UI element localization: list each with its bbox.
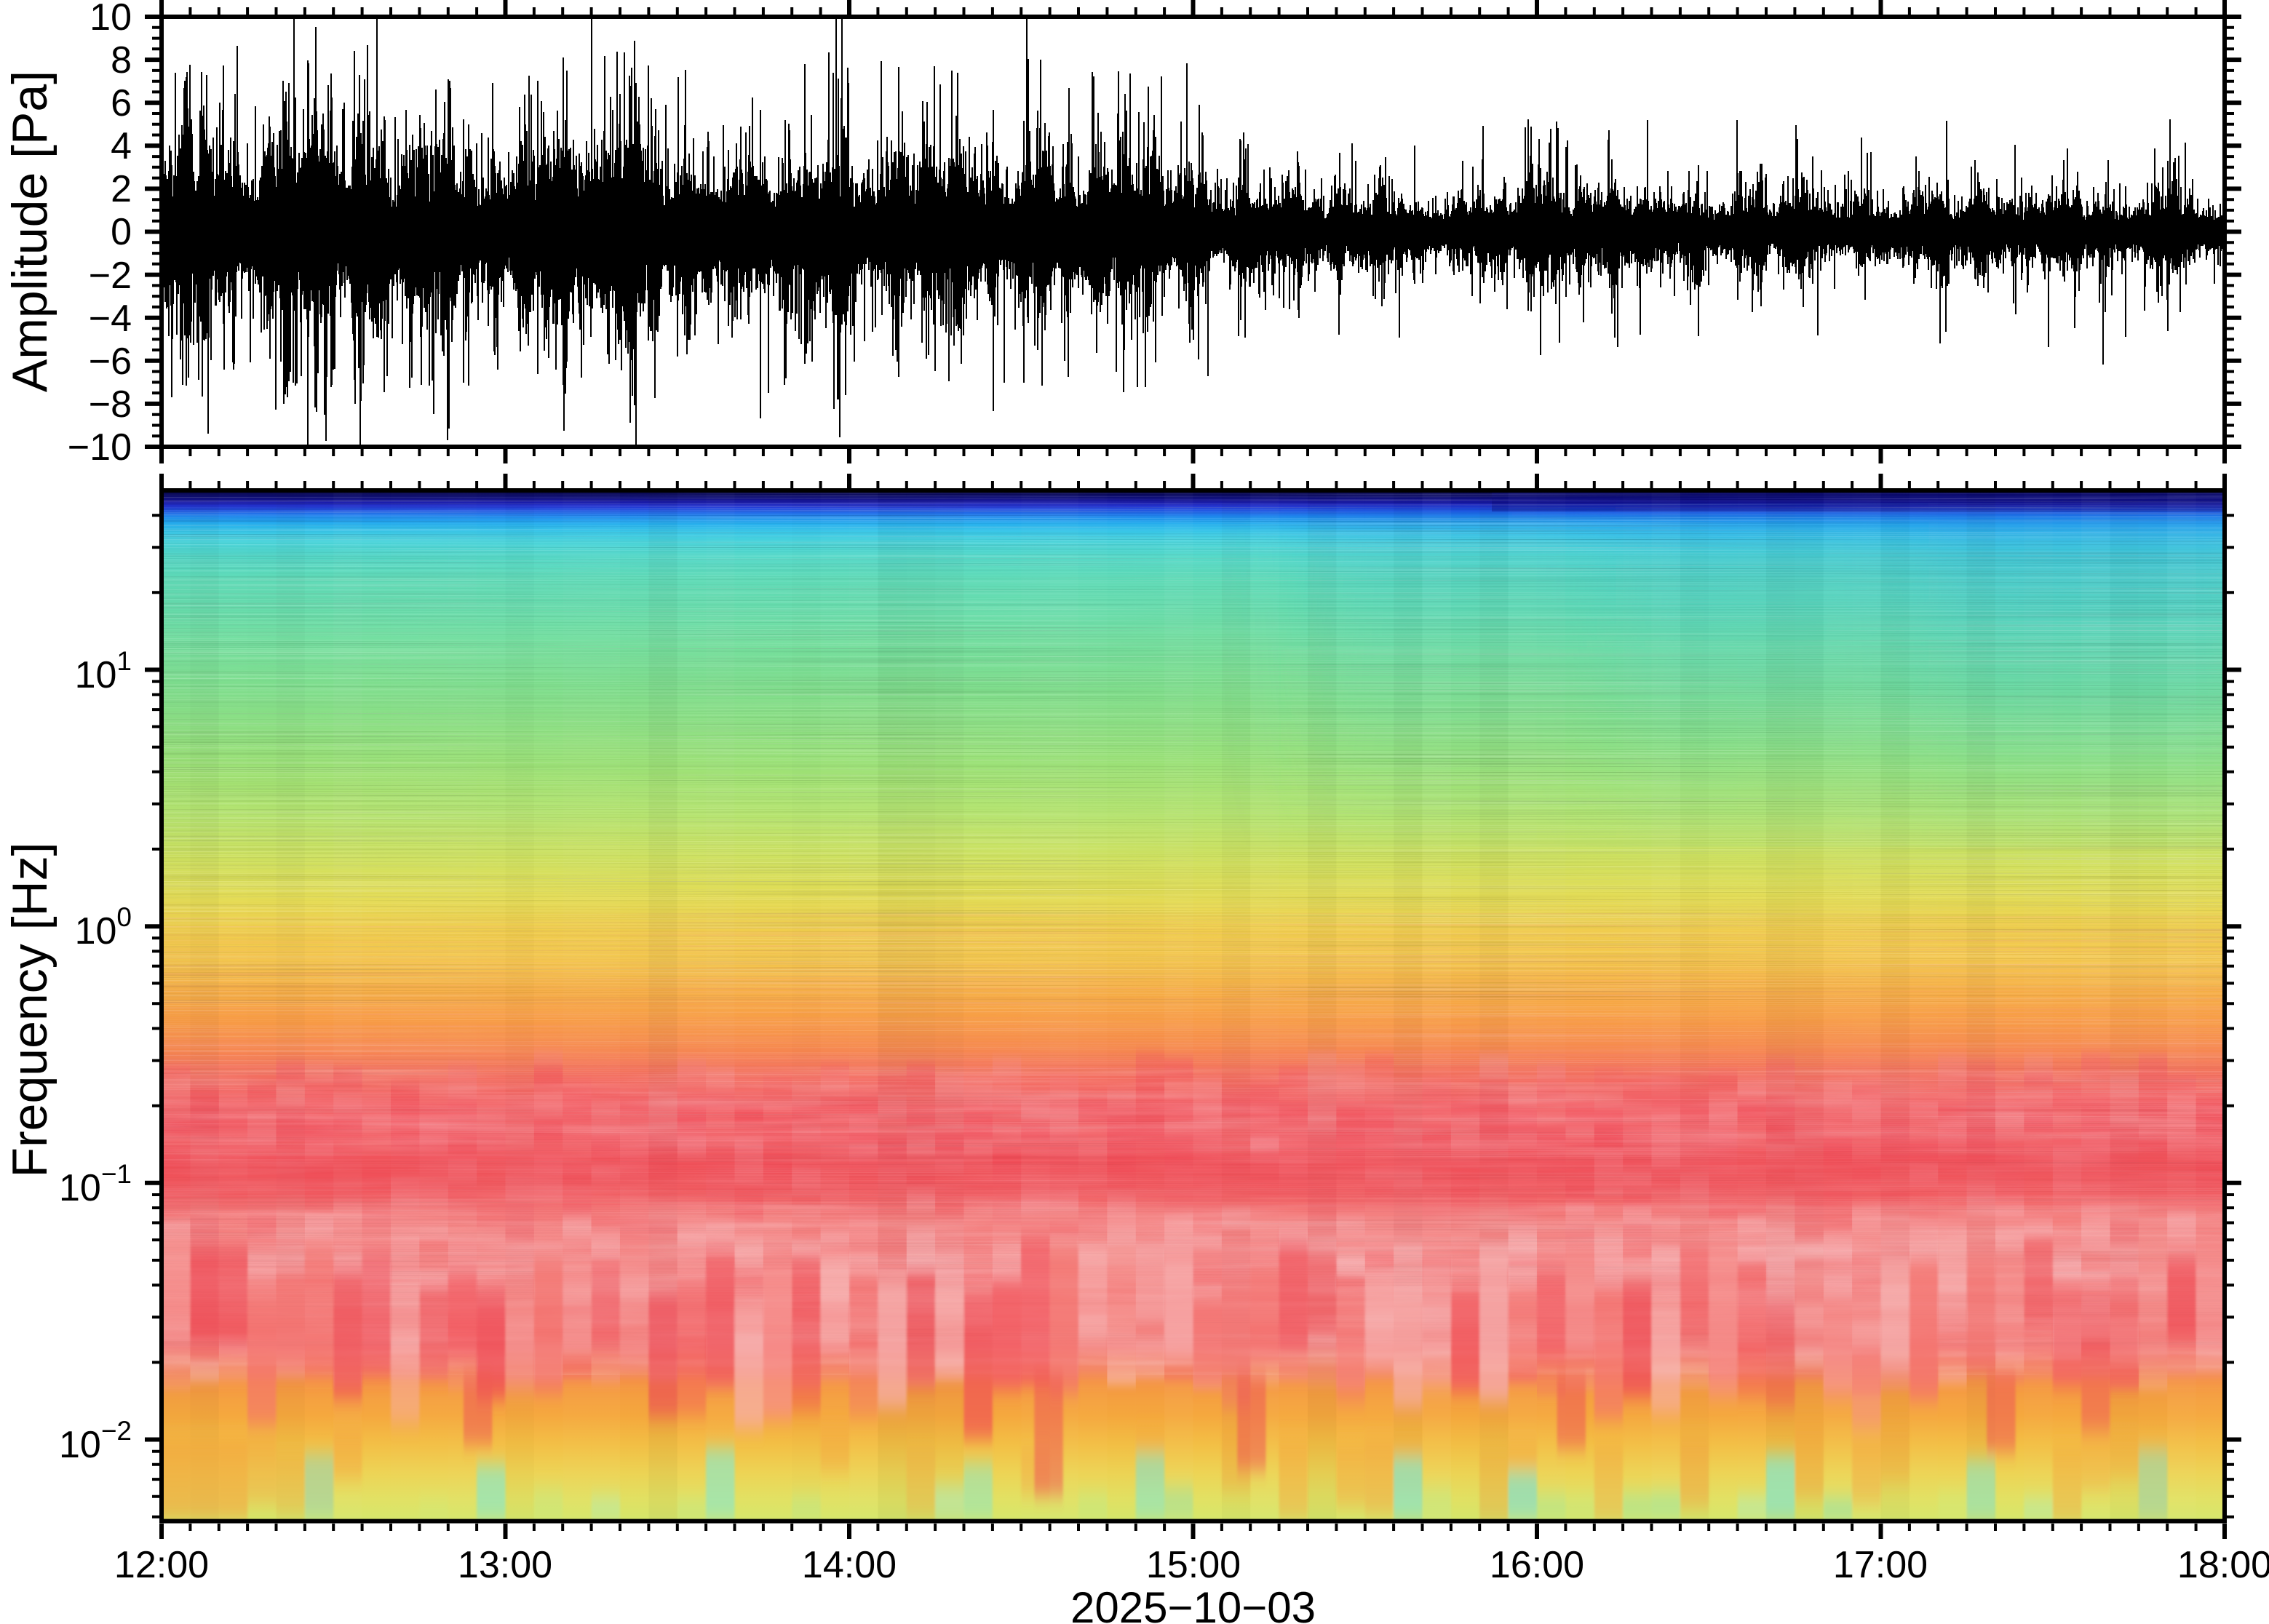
svg-text:2: 2: [111, 168, 132, 210]
svg-text:10: 10: [90, 0, 132, 39]
svg-text:14:00: 14:00: [802, 1544, 897, 1586]
svg-text:12:00: 12:00: [114, 1544, 209, 1586]
svg-text:15:00: 15:00: [1146, 1544, 1241, 1586]
svg-text:−2: −2: [89, 255, 132, 297]
svg-text:Amplitude [Pa]: Amplitude [Pa]: [2, 71, 57, 392]
svg-text:13:00: 13:00: [458, 1544, 552, 1586]
svg-text:2025−10−03: 2025−10−03: [1070, 1583, 1316, 1624]
svg-text:8: 8: [111, 39, 132, 81]
svg-text:17:00: 17:00: [1833, 1544, 1928, 1586]
svg-text:4: 4: [111, 125, 132, 167]
svg-text:−10: −10: [68, 426, 132, 469]
svg-text:0: 0: [111, 211, 132, 253]
svg-text:6: 6: [111, 82, 132, 124]
svg-text:18:00: 18:00: [2177, 1544, 2269, 1586]
svg-text:16:00: 16:00: [1490, 1544, 1584, 1586]
svg-text:Frequency [Hz]: Frequency [Hz]: [2, 842, 57, 1177]
svg-text:−6: −6: [89, 341, 132, 383]
svg-text:−4: −4: [89, 298, 132, 340]
svg-text:−8: −8: [89, 383, 132, 426]
